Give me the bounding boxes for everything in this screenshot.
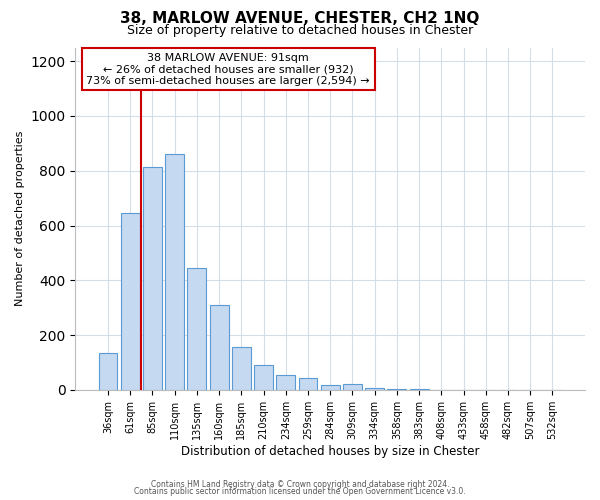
Bar	[187, 268, 206, 390]
Bar	[165, 154, 184, 390]
Text: Contains HM Land Registry data © Crown copyright and database right 2024.: Contains HM Land Registry data © Crown c…	[151, 480, 449, 489]
Bar	[209, 305, 229, 390]
Text: 38, MARLOW AVENUE, CHESTER, CH2 1NQ: 38, MARLOW AVENUE, CHESTER, CH2 1NQ	[121, 11, 479, 26]
Bar	[232, 348, 251, 390]
Bar	[388, 389, 406, 390]
Bar	[299, 378, 317, 390]
Bar	[98, 353, 118, 390]
Y-axis label: Number of detached properties: Number of detached properties	[15, 131, 25, 306]
Text: 38 MARLOW AVENUE: 91sqm
← 26% of detached houses are smaller (932)
73% of semi-d: 38 MARLOW AVENUE: 91sqm ← 26% of detache…	[86, 52, 370, 86]
Text: Contains public sector information licensed under the Open Government Licence v3: Contains public sector information licen…	[134, 487, 466, 496]
X-axis label: Distribution of detached houses by size in Chester: Distribution of detached houses by size …	[181, 444, 479, 458]
Bar	[365, 388, 384, 390]
Bar	[343, 384, 362, 390]
Bar	[121, 213, 140, 390]
Bar	[254, 364, 273, 390]
Text: Size of property relative to detached houses in Chester: Size of property relative to detached ho…	[127, 24, 473, 37]
Bar	[321, 385, 340, 390]
Bar	[277, 376, 295, 390]
Bar	[143, 166, 162, 390]
